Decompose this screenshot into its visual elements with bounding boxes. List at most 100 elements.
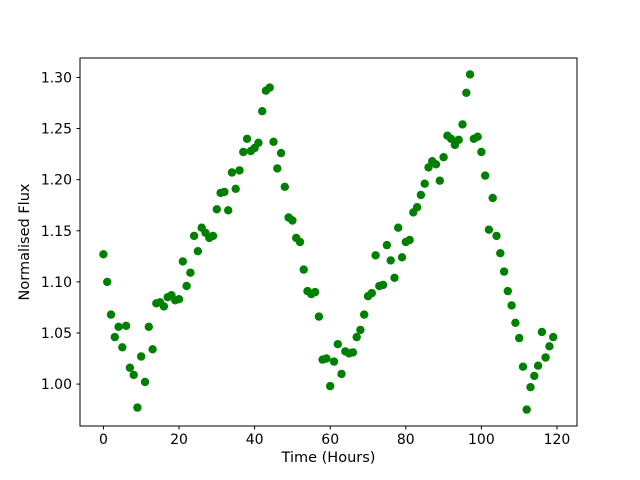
data-point <box>212 205 221 214</box>
x-tick-label: 120 <box>544 432 571 448</box>
data-point <box>446 134 456 143</box>
data-point <box>231 184 240 193</box>
data-point <box>435 176 444 185</box>
data-point <box>148 345 157 354</box>
x-tick-label: 40 <box>246 432 264 448</box>
data-points-layer <box>99 70 558 414</box>
data-point <box>507 301 516 310</box>
data-point <box>310 287 320 297</box>
data-point <box>477 147 486 157</box>
data-point <box>174 295 184 304</box>
data-point <box>299 265 308 274</box>
data-point <box>367 288 376 298</box>
data-point <box>314 312 324 321</box>
y-tick-label: 1.25 <box>41 122 72 138</box>
y-tick-label: 1.00 <box>41 377 72 393</box>
data-point <box>258 107 267 116</box>
data-point <box>189 231 199 241</box>
data-point <box>288 216 297 225</box>
data-point <box>208 231 218 241</box>
data-point <box>295 237 305 247</box>
data-point <box>193 247 203 256</box>
data-point <box>394 223 403 232</box>
data-point <box>333 340 342 349</box>
data-point <box>337 369 346 379</box>
data-point <box>545 342 554 351</box>
data-point <box>518 362 528 371</box>
y-tick-label: 1.15 <box>41 224 72 240</box>
data-point <box>137 352 146 361</box>
plot-area <box>80 58 577 426</box>
data-point <box>129 370 138 380</box>
data-point <box>424 163 433 172</box>
data-point <box>273 164 282 173</box>
data-point <box>439 153 448 162</box>
data-point <box>378 280 388 290</box>
y-tick-label: 1.20 <box>41 173 72 189</box>
x-tick-label: 100 <box>468 432 495 448</box>
data-point <box>397 253 407 262</box>
data-point <box>144 322 153 331</box>
data-point <box>386 256 395 265</box>
x-tick-label: 20 <box>170 432 188 448</box>
data-point <box>454 135 463 144</box>
data-point <box>356 325 365 335</box>
data-point <box>110 332 120 342</box>
data-point <box>133 403 142 412</box>
data-point <box>484 225 494 234</box>
y-tick-label: 1.05 <box>41 326 72 342</box>
data-point <box>420 179 429 188</box>
data-point <box>481 171 490 180</box>
y-axis-ticks: 1.00 1.05 1.10 1.15 1.20 1.25 1.30 <box>41 70 80 393</box>
x-tick-label: 80 <box>397 432 415 448</box>
x-axis-label: Time (Hours) <box>281 450 376 466</box>
data-point <box>488 193 497 203</box>
data-point <box>103 277 112 287</box>
data-point <box>254 138 263 147</box>
data-point <box>360 310 369 319</box>
data-point <box>265 83 274 92</box>
data-point <box>121 321 131 330</box>
data-point <box>496 249 505 258</box>
data-point <box>515 333 524 343</box>
data-point <box>99 250 108 259</box>
data-point <box>465 70 475 79</box>
x-tick-label: 60 <box>321 432 339 448</box>
axes-spines <box>79 57 578 427</box>
data-point <box>352 332 361 342</box>
data-point <box>235 166 244 175</box>
data-point <box>224 206 233 215</box>
data-point <box>239 147 248 157</box>
data-point <box>492 231 501 241</box>
data-point <box>511 318 520 327</box>
data-point <box>178 257 187 266</box>
data-point <box>269 137 278 146</box>
data-point <box>462 88 471 98</box>
data-point <box>220 187 229 197</box>
data-point <box>541 353 550 362</box>
data-point <box>499 267 509 276</box>
data-point <box>348 348 358 357</box>
x-axis-ticks: 0 20 40 60 80 100 120 <box>99 426 570 448</box>
data-point <box>276 148 286 158</box>
data-point <box>227 168 237 177</box>
x-tick-label: 0 <box>99 432 108 448</box>
data-point <box>458 120 467 129</box>
data-point <box>326 381 335 391</box>
data-point <box>106 310 116 319</box>
data-point <box>371 251 380 260</box>
data-point <box>405 235 414 245</box>
data-point <box>329 357 339 366</box>
data-point <box>412 203 422 212</box>
data-point <box>280 182 289 191</box>
data-point <box>530 371 539 381</box>
data-point <box>125 363 135 372</box>
data-point <box>549 332 558 342</box>
data-point <box>503 286 512 296</box>
data-point <box>526 383 535 392</box>
data-point <box>416 190 426 200</box>
y-tick-label: 1.10 <box>41 275 72 291</box>
data-point <box>537 327 547 337</box>
y-axis-label: Normalised Flux <box>17 183 33 300</box>
